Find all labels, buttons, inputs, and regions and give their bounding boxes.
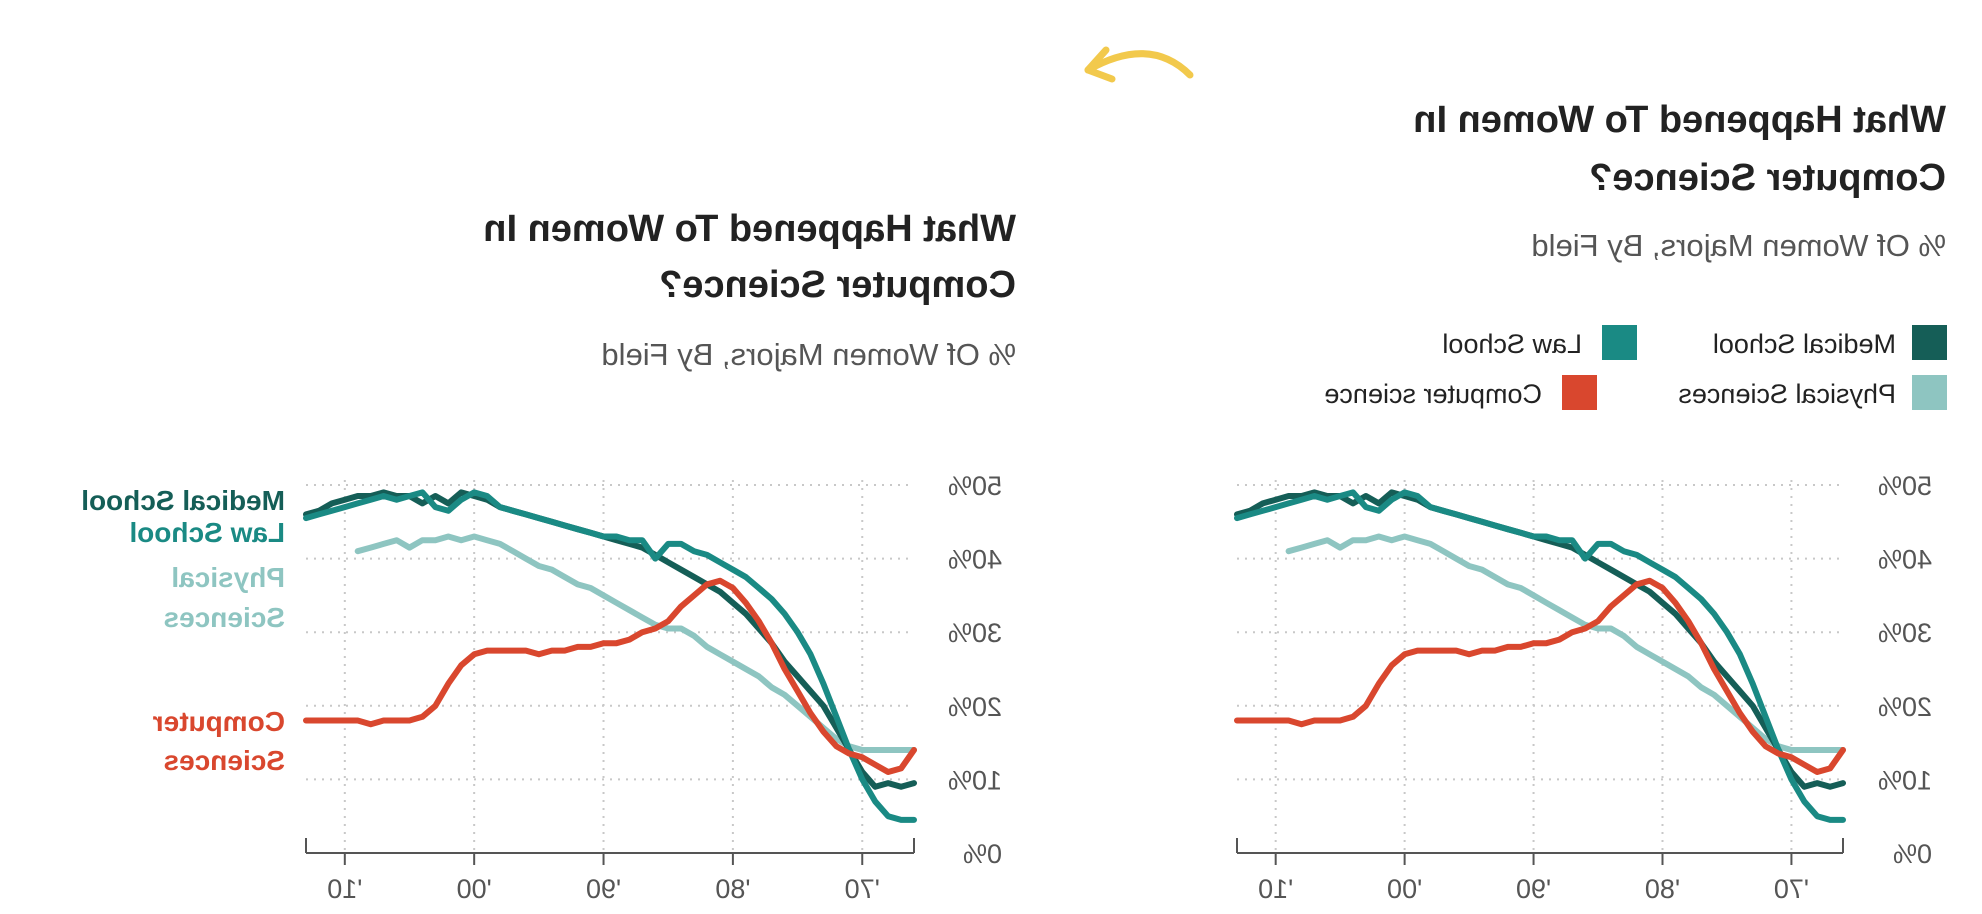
before-y-tick-labels: 0% 10% 20% 30% 40% 50% xyxy=(1878,471,1932,869)
legend-label-physical-sciences: Physical Sciences xyxy=(1678,379,1896,409)
after-title-line-1: What Happened To Women In xyxy=(483,208,1016,250)
chart-before: What Happened To Women In Computer Scien… xyxy=(1234,99,1947,904)
after-title-line-2: Computer Science? xyxy=(659,264,1016,306)
x-tick-label: '70 xyxy=(845,874,880,904)
x-tick-label: '90 xyxy=(1516,874,1551,904)
before-title-line-2: Computer Science? xyxy=(1589,157,1946,199)
before-header: What Happened To Women In Computer Scien… xyxy=(1413,99,1946,263)
after-header: What Happened To Women In Computer Scien… xyxy=(483,208,1016,372)
y-tick-label: 30% xyxy=(948,618,1002,648)
y-tick-label: 0% xyxy=(1893,839,1932,869)
before-legend: Medical School Law School Physical Scien… xyxy=(1324,325,1947,410)
x-tick-label: '90 xyxy=(586,874,621,904)
end-label-computer-sciences-line-1: Computer xyxy=(153,706,285,737)
before-subtitle: % Of Women Majors, By Field xyxy=(1531,228,1946,263)
after-series-lines xyxy=(303,489,917,823)
after-end-labels: Medical School Law School Physical Scien… xyxy=(81,485,285,776)
before-series-lines xyxy=(1234,489,1846,823)
series-line-law-school xyxy=(303,489,917,823)
end-label-law-school: Law School xyxy=(129,517,285,548)
end-label-medical-school: Medical School xyxy=(81,485,285,516)
before-x-axis xyxy=(1236,838,1844,865)
x-tick-label: '00 xyxy=(1387,874,1422,904)
before-gridlines xyxy=(1237,480,1843,853)
x-tick-label: '00 xyxy=(457,874,492,904)
legend-swatch-physical-sciences xyxy=(1912,375,1947,410)
before-x-tick-labels: '70 '80 '90 '00 '10 xyxy=(1258,874,1809,904)
after-y-tick-labels: 0% 10% 20% 30% 40% 50% xyxy=(948,471,1002,869)
after-x-tick-labels: '70 '80 '90 '00 '10 xyxy=(327,874,880,904)
arrow-shaft xyxy=(1084,50,1194,79)
end-label-physical-sciences-line-2: Sciences xyxy=(164,602,285,633)
transition-arrow xyxy=(1084,46,1194,83)
x-tick-label: '80 xyxy=(1645,874,1680,904)
y-tick-label: 20% xyxy=(1878,692,1932,722)
legend-swatch-medical-school xyxy=(1912,325,1947,360)
x-tick-label: '70 xyxy=(1774,874,1809,904)
legend-swatch-law-school xyxy=(1602,325,1637,360)
y-tick-label: 10% xyxy=(1878,765,1932,795)
legend-swatch-computer-science xyxy=(1562,375,1597,410)
x-tick-label: '10 xyxy=(327,874,362,904)
series-line-law-school xyxy=(1234,489,1846,823)
chart-after: What Happened To Women In Computer Scien… xyxy=(81,208,1016,904)
after-x-axis xyxy=(305,838,915,865)
legend-label-computer-science: Computer science xyxy=(1324,379,1542,409)
y-tick-label: 50% xyxy=(1878,471,1932,501)
series-line-computer-science xyxy=(303,577,917,775)
y-tick-label: 30% xyxy=(1878,618,1932,648)
series-line-computer-science xyxy=(1234,577,1846,775)
end-label-physical-sciences-line-1: Physical xyxy=(171,562,285,593)
y-tick-label: 0% xyxy=(963,839,1002,869)
legend-label-law-school: Law School xyxy=(1442,329,1582,359)
arrow-head xyxy=(1084,46,1116,83)
y-tick-label: 50% xyxy=(948,471,1002,501)
end-label-computer-sciences-line-2: Sciences xyxy=(164,745,285,776)
y-tick-label: 20% xyxy=(948,692,1002,722)
after-subtitle: % Of Women Majors, By Field xyxy=(601,337,1016,372)
y-tick-label: 10% xyxy=(948,765,1002,795)
legend-label-medical-school: Medical School xyxy=(1713,329,1896,359)
y-tick-label: 40% xyxy=(1878,545,1932,575)
before-title-line-1: What Happened To Women In xyxy=(1413,99,1946,141)
after-gridlines xyxy=(306,480,914,853)
y-tick-label: 40% xyxy=(948,545,1002,575)
x-tick-label: '10 xyxy=(1258,874,1293,904)
x-tick-label: '80 xyxy=(715,874,750,904)
